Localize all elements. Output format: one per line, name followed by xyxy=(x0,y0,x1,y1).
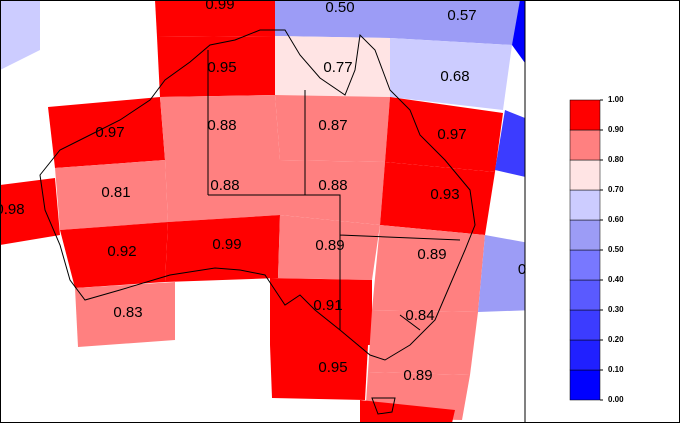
colorbar-label: 0.00 xyxy=(608,395,624,404)
grid-cell xyxy=(75,282,175,347)
cell-label: 0.97 xyxy=(437,126,466,143)
colorbar-label: 0.50 xyxy=(608,245,624,254)
colorbar-label: 0.20 xyxy=(608,335,624,344)
colorbar-label: 0.30 xyxy=(608,305,624,314)
colorbar-swatch xyxy=(569,369,601,401)
grid-cell xyxy=(275,95,390,162)
grid-cell xyxy=(380,162,495,235)
colorbar-swatch xyxy=(569,219,601,251)
cell-label: 0.92 xyxy=(107,243,136,260)
cell-label: 0.98 xyxy=(0,201,25,218)
cell-label: 0.77 xyxy=(323,59,352,76)
grid-cell xyxy=(0,0,40,70)
cell-label: 0.88 xyxy=(210,177,239,194)
colorbar-swatch xyxy=(569,279,601,311)
grid-cell xyxy=(155,0,275,37)
colorbar-label: 0.60 xyxy=(608,215,624,224)
cell-label: 0.99 xyxy=(212,236,241,253)
grid-cell xyxy=(478,235,525,312)
coastline xyxy=(39,29,476,415)
colorbar-label: 0.40 xyxy=(608,275,624,284)
colorbar: 0.00 0.10 0.20 0.30 0.40 0.50 0.60 0.70 0.80 0.90… xyxy=(569,95,624,404)
grid-cell xyxy=(280,160,385,225)
cell-label: 0.87 xyxy=(318,117,347,134)
grid-cell xyxy=(165,160,280,222)
grid-cell xyxy=(385,97,503,172)
partial-label: 0 xyxy=(518,261,526,278)
grid-cell xyxy=(160,95,280,160)
grid-cell xyxy=(390,0,525,45)
cell-label: 0.57 xyxy=(447,7,476,24)
grid-cell xyxy=(48,97,165,168)
cell-label: 0.93 xyxy=(430,186,459,203)
colorbar-label: 1.00 xyxy=(608,95,624,104)
cell-label: 0.88 xyxy=(318,177,347,194)
grid-cell xyxy=(360,400,455,423)
colorbar-swatch xyxy=(569,159,601,191)
colorbar-swatch xyxy=(569,129,601,161)
grid-cell xyxy=(368,310,478,375)
grid-cell xyxy=(270,345,368,400)
cell-label: 0.88 xyxy=(207,117,236,134)
cell-label: 0.99 xyxy=(205,0,234,13)
cell-label: 0.91 xyxy=(313,297,342,314)
grid-cell xyxy=(165,215,280,282)
grid-cells xyxy=(0,0,525,423)
grid-cell xyxy=(157,36,275,97)
cell-label: 0.95 xyxy=(318,359,347,376)
cell-label: 0.50 xyxy=(325,0,354,16)
cell-label: 0.89 xyxy=(417,246,446,263)
grid-cell xyxy=(60,222,168,288)
grid-cell xyxy=(275,36,390,97)
colorbar-swatch xyxy=(569,249,601,281)
grid-cell xyxy=(495,110,525,177)
grid-cell xyxy=(278,215,380,280)
colorbar-swatch xyxy=(569,189,601,221)
colorbar-label: 0.70 xyxy=(608,185,624,194)
cell-label: 0.97 xyxy=(95,124,124,141)
grid-cell xyxy=(55,160,168,230)
colorbar-label: 0.90 xyxy=(608,125,624,134)
grid-cell xyxy=(270,278,372,345)
colorbar-swatch xyxy=(569,309,601,341)
cell-label: 0.83 xyxy=(113,304,142,321)
colorbar-label: 0.80 xyxy=(608,155,624,164)
colorbar-swatch xyxy=(569,339,601,371)
cell-labels: 0.99 0.95 0.50 0.57 0.77 0.68 0.97 0.88 0.87 0.97… xyxy=(0,0,526,384)
cell-label: 0.95 xyxy=(207,59,236,76)
grid-cell xyxy=(390,38,512,110)
cell-label: 0.89 xyxy=(403,367,432,384)
cell-label: 0.84 xyxy=(405,307,434,324)
grid-cell xyxy=(275,0,390,38)
cell-label: 0.89 xyxy=(315,237,344,254)
colorbar-swatch xyxy=(569,99,601,131)
cell-label: 0.68 xyxy=(440,68,469,85)
grid-cell xyxy=(372,225,485,312)
grid-cell xyxy=(0,178,60,245)
grid-cell xyxy=(512,0,525,64)
colorbar-label: 0.10 xyxy=(608,365,624,374)
cell-label: 0.81 xyxy=(101,184,130,201)
